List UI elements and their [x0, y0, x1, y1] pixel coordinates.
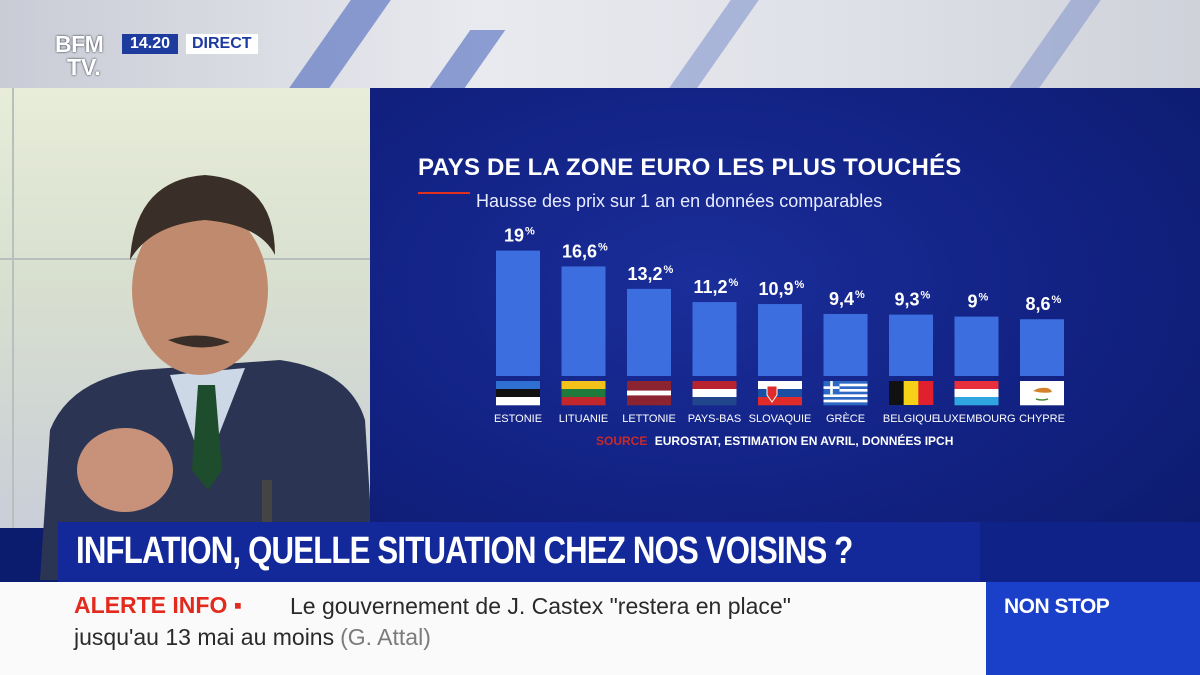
studio-background-top — [0, 0, 1200, 88]
value-label: 11,2 — [693, 277, 727, 297]
chart-source: SOURCE EUROSTAT, ESTIMATION EN AVRIL, DO… — [596, 434, 953, 448]
alert-label: ALERTE INFO ▪ — [74, 592, 242, 618]
bar-luxembourg — [954, 316, 999, 376]
value-unit: % — [921, 290, 931, 302]
channel-logo: BFM TV. — [55, 33, 115, 87]
bar-slovaquie — [758, 304, 802, 376]
chart-subtitle: Hausse des prix sur 1 an en données comp… — [476, 191, 883, 211]
bar-belgique — [889, 314, 933, 376]
latvia-flag-icon — [627, 381, 671, 406]
category-label: LITUANIE — [559, 413, 609, 425]
estonia-flag-icon — [496, 381, 540, 406]
value-label: 10,9 — [758, 279, 793, 299]
greece-flag-icon — [823, 381, 868, 406]
live-badge: DIRECT — [186, 34, 258, 54]
alert-text-line2-main: jusqu'au 13 mai au moins — [74, 624, 335, 650]
value-unit: % — [979, 292, 989, 304]
value-label: 9,3 — [894, 290, 919, 310]
clock-badge: 14.20 — [122, 34, 179, 54]
belgium-flag-icon — [889, 381, 934, 405]
value-unit: % — [795, 279, 805, 291]
chart-panel: PAYS DE LA ZONE EURO LES PLUS TOUCHÉS Ha… — [370, 88, 1200, 580]
bar-lituanie — [561, 266, 606, 376]
category-label: SLOVAQUIE — [749, 413, 812, 425]
alert-attribution: (G. Attal) — [340, 624, 431, 650]
value-label: 8,6 — [1025, 294, 1050, 314]
bar-lettonie — [627, 288, 671, 376]
headline-banner: INFLATION, QUELLE SITUATION CHEZ NOS VOI… — [58, 522, 980, 582]
bar-pays-bas — [692, 302, 737, 376]
source-label: SOURCE — [596, 434, 648, 448]
value-label: 9 — [967, 292, 977, 312]
bar-chart: 19 % ESTONIE 16,6 % LITUANIE 13,2 % LETTONIE 11,2… — [494, 226, 1065, 425]
category-label: GRÈCE — [826, 412, 865, 425]
nonstop-label: NON STOP — [1004, 595, 1110, 618]
category-label: LUXEMBOURG — [937, 413, 1015, 425]
title-accent-line — [418, 192, 470, 194]
slovakia-flag-icon — [758, 381, 802, 406]
value-unit: % — [598, 241, 608, 253]
category-label: CHYPRE — [1019, 413, 1065, 425]
value-unit: % — [855, 289, 865, 301]
bar-grèce — [823, 313, 868, 376]
source-text: EUROSTAT, ESTIMATION EN AVRIL, DONNÉES I… — [654, 434, 954, 448]
category-label: LETTONIE — [622, 413, 676, 425]
cyprus-flag-icon — [1020, 381, 1064, 406]
alert-text-line1: Le gouvernement de J. Castex "restera en… — [290, 593, 791, 619]
logo-line1: BFM — [55, 31, 104, 57]
category-label: ESTONIE — [494, 413, 542, 425]
value-label: 13,2 — [627, 264, 662, 284]
lithuania-flag-icon — [561, 381, 606, 406]
value-label: 19 — [504, 226, 524, 246]
logo-line2: TV. — [67, 54, 101, 80]
value-unit: % — [729, 277, 739, 289]
netherlands-flag-icon — [692, 381, 737, 406]
value-unit: % — [1052, 294, 1062, 306]
value-label: 16,6 — [562, 241, 597, 261]
chart-title: PAYS DE LA ZONE EURO LES PLUS TOUCHÉS — [418, 154, 962, 181]
category-label: PAYS-BAS — [688, 413, 741, 425]
value-unit: % — [525, 226, 535, 238]
value-unit: % — [664, 264, 674, 276]
nonstop-badge: NON STOP — [986, 582, 1200, 675]
value-label: 9,4 — [829, 289, 854, 309]
category-label: BELGIQUE — [883, 413, 939, 425]
alert-text-line2: jusqu'au 13 mai au moins (G. Attal) — [74, 624, 431, 651]
luxembourg-flag-icon — [954, 381, 999, 406]
bar-estonie — [496, 250, 540, 376]
presenter-photo — [40, 175, 375, 580]
news-ticker: ALERTE INFO ▪ Le gouvernement de J. Cast… — [0, 582, 986, 675]
headline-banner-extension — [980, 522, 1200, 582]
bar-chypre — [1020, 319, 1064, 376]
headline-text: INFLATION, QUELLE SITUATION CHEZ NOS VOI… — [76, 530, 853, 572]
